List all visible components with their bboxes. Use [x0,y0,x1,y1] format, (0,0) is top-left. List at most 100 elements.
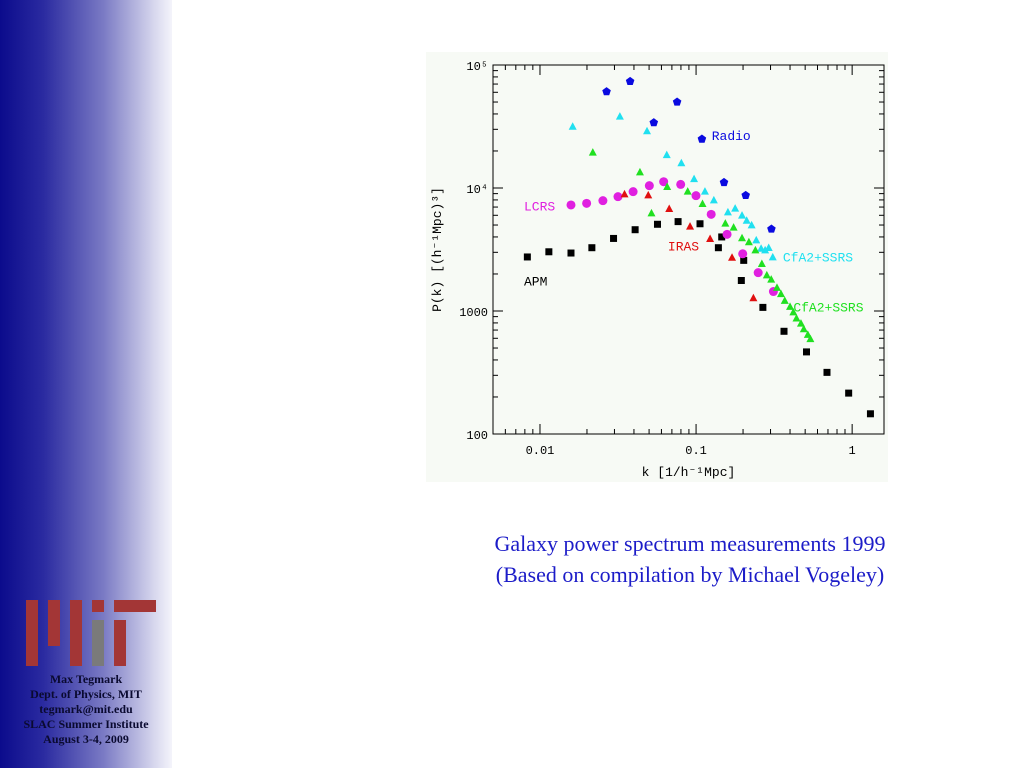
logo-bar [92,620,104,666]
apm-point [823,368,831,376]
credit-line: Dept. of Physics, MIT [30,687,142,701]
cfa2-ssrs-point [806,334,815,343]
credit-line: August 3-4, 2009 [43,732,129,746]
iras-point [620,189,629,198]
lcrs-point [659,177,669,187]
apm-point [780,327,788,335]
lcrs-point [598,196,608,206]
apm-point [674,218,682,226]
cfa2-ssrs-point [588,148,597,156]
cfa2-ssrs-point [700,187,709,195]
apm-point [737,276,745,284]
apm-point [653,220,661,228]
apm-point [718,233,726,241]
cfa2-ssrs-point [780,296,789,304]
apm-point [545,248,553,256]
cfa2-ssrs-point [767,275,776,283]
caption-line-1: Galaxy power spectrum measurements 1999 [494,531,886,556]
x-tick-label: 1 [849,444,856,458]
cfa2-ssrs-point [752,235,761,244]
cfa2-ssrs-point [792,313,801,322]
cfa2-ssrs-point [742,216,751,224]
lcrs-point [691,191,701,201]
lcrs-point [753,268,763,278]
cfa2-ssrs-point [738,233,747,242]
cfa2-ssrs-point [663,182,672,190]
radio-point [719,177,729,187]
lcrs-point [613,192,623,202]
credit-line: tegmark@mit.edu [39,702,133,716]
lcrs-point [738,249,748,259]
radio-point [672,97,682,106]
apm-point [845,389,853,397]
logo-bar [114,620,126,666]
y-tick-label: 10⁵ [466,60,488,74]
lcrs-point [628,187,638,197]
cfa2-ssrs-legend-label: CfA2+SSRS [793,300,863,315]
x-tick-label: 0.01 [526,444,555,458]
cfa2-ssrs-point [683,187,692,195]
y-tick-label: 100 [466,429,488,443]
apm-point [631,226,639,234]
slide-caption: Galaxy power spectrum measurements 1999 … [420,528,960,590]
author-credits: Max Tegmark Dept. of Physics, MIT tegmar… [0,672,172,747]
lcrs-point [722,229,732,239]
y-tick-label: 1000 [459,306,488,320]
radio-point [649,118,659,127]
iras-point [665,204,674,212]
apm-point [740,256,748,264]
sidebar-gradient: Max Tegmark Dept. of Physics, MIT tegmar… [0,0,172,768]
cfa2-ssrs-point [757,259,766,268]
chart-svg: 0.01 0.1 1 10⁵ 10⁴ 1000 100 k [1/h⁻¹Mpc] P(k) [(… [430,60,885,480]
radio-point [697,134,707,143]
cfa2-ssrs-point [568,122,577,130]
apm-legend-label: APM [524,274,547,289]
iras-point [728,253,737,261]
cfa2-ssrs-point [747,220,756,229]
iras-point [686,222,695,230]
x-tick-label: 0.1 [685,444,707,458]
cfa2-ssrs-point [721,219,730,227]
logo-bar [92,600,104,612]
cfa2-ssrs-point [698,199,707,208]
cfa2-ssrs-point [768,252,777,261]
cfa2-ssrs-point [796,319,805,327]
cfa2-ssrs-point [647,208,656,217]
cfa2-ssrs-point [738,211,747,219]
lcrs-legend-label: LCRS [524,200,555,215]
cfa2-ssrs-point [677,158,686,167]
cfa2-ssrs-point [786,302,795,310]
lcrs-point [706,209,716,219]
cfa2-ssrs-point [776,289,785,298]
apm-point [610,234,618,242]
cfa2-ssrs-point [690,174,699,183]
cfa2-ssrs-point [723,207,732,216]
cfa2-ssrs-point [764,243,773,252]
cfa2-ssrs-point [635,167,644,176]
iras-point [749,293,758,302]
caption-line-2: (Based on compilation by Michael Vogeley… [495,562,885,587]
credit-line: Max Tegmark [49,672,123,686]
lcrs-point [566,200,576,210]
lcrs-point [644,181,654,191]
cfa2-ssrs-point [751,245,760,254]
iras-legend-label: IRAS [668,240,699,255]
cfa2-ssrs-point [761,245,770,254]
cfa2-ssrs-point [729,223,738,231]
logo-bar [26,600,38,666]
cfa2-ssrs-point [744,237,753,246]
lcrs-point [582,198,592,208]
iras-point [644,190,653,199]
radio-point [625,76,635,86]
apm-point [714,244,722,252]
apm-point [523,253,531,261]
cfa2-ssrs-point [709,195,718,204]
cfa2-ssrs-legend-label: CfA2+SSRS [783,250,853,265]
cfa2-ssrs-point [799,324,808,333]
radio-point [741,190,750,199]
cfa2-ssrs-point [762,270,771,279]
y-axis-label: P(k) [(h⁻¹Mpc)³] [430,187,445,312]
radio-point [767,224,776,233]
cfa2-ssrs-point [789,307,798,316]
cfa2-ssrs-point [662,150,671,159]
